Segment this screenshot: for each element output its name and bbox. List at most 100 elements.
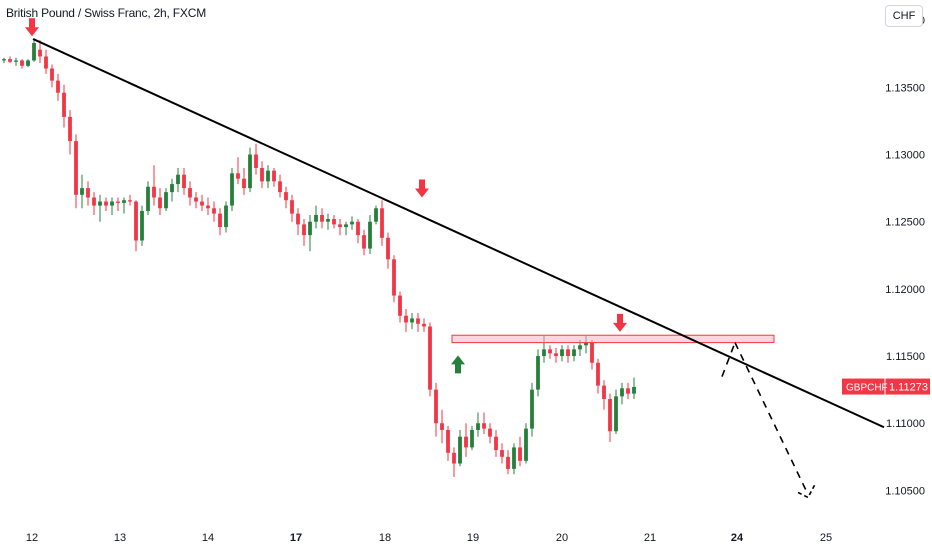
candle [548, 345, 552, 359]
candle [596, 358, 600, 394]
candle [224, 201, 228, 233]
candle-body [512, 447, 516, 469]
candle [140, 205, 144, 246]
y-tick-label: 1.10500 [885, 485, 925, 497]
candle-body [158, 197, 162, 209]
candle [404, 309, 408, 332]
candle [302, 219, 306, 246]
y-tick-label: 1.13500 [885, 82, 925, 94]
candle-body [404, 315, 408, 323]
candle [146, 181, 150, 215]
candle [86, 181, 90, 206]
candle [152, 165, 156, 206]
candle-body [386, 237, 390, 260]
candle [518, 436, 522, 467]
x-tick-label: 12 [26, 532, 38, 544]
candle [362, 229, 366, 256]
candle [74, 134, 78, 209]
candle-body [500, 450, 504, 457]
candle [332, 214, 336, 229]
candle [368, 214, 372, 254]
x-tick-label: 14 [202, 532, 214, 544]
candle-body [620, 388, 624, 397]
candle [506, 450, 510, 475]
candle-body [584, 342, 588, 346]
candle [98, 194, 102, 222]
candle [176, 167, 180, 193]
candle-body [602, 385, 606, 400]
candle-body [2, 59, 6, 61]
candle-body [182, 174, 186, 189]
candle [572, 345, 576, 362]
candle [380, 200, 384, 246]
candle-body [116, 201, 120, 203]
candle-body [272, 170, 276, 182]
candle [488, 423, 492, 444]
candle-body [446, 429, 450, 453]
down-arrow-icon [613, 313, 627, 332]
candle-body [206, 205, 210, 209]
candle-body [632, 386, 636, 394]
candle-body [554, 353, 558, 357]
candle [470, 425, 474, 451]
candle-body [518, 447, 522, 461]
candle-body [362, 235, 366, 249]
candle [350, 216, 354, 230]
candle [164, 188, 168, 211]
y-tick-label: 1.13000 [885, 150, 925, 162]
candle-body [134, 201, 138, 241]
candle [374, 205, 378, 225]
candle [254, 143, 258, 175]
candle [230, 167, 234, 211]
currency-button[interactable]: CHF [885, 5, 923, 27]
projection-line-down [734, 342, 809, 495]
candle [194, 192, 198, 209]
candle [314, 205, 318, 229]
candle [464, 423, 468, 457]
candle-body [470, 429, 474, 448]
candle [512, 443, 516, 475]
candle [326, 213, 330, 230]
x-tick-label: 17 [290, 532, 302, 544]
candle [398, 291, 402, 323]
candle [242, 167, 246, 195]
x-tick-label: 13 [114, 532, 126, 544]
candle [62, 84, 66, 128]
candle [428, 322, 432, 397]
candle-body [20, 60, 24, 66]
candle-body [44, 56, 48, 69]
time-axis: 12 13 14 17 18 19 20 21 24 25 [26, 532, 832, 544]
candle [56, 73, 60, 101]
candle-body [422, 323, 426, 327]
candle [530, 382, 534, 437]
candle-body [152, 186, 156, 198]
candle-body [194, 197, 198, 202]
candle-body [464, 436, 468, 448]
candle-body [536, 356, 540, 390]
projection-arrowhead [797, 484, 816, 499]
candle [500, 443, 504, 464]
candle [602, 380, 606, 410]
candle-body [380, 208, 384, 238]
candle-body [338, 224, 342, 228]
candle-body [452, 452, 456, 464]
candle-body [26, 60, 30, 66]
candle-body [368, 221, 372, 249]
candle [524, 423, 528, 464]
candle-body [548, 349, 552, 354]
candle-body [80, 188, 84, 195]
candle-body [296, 213, 300, 225]
candle-body [146, 186, 150, 211]
candle-body [494, 436, 498, 451]
candle [356, 219, 360, 244]
candle-body [290, 200, 294, 214]
candle-body [398, 295, 402, 316]
candle [182, 167, 186, 195]
x-tick-label: 19 [467, 532, 479, 544]
candle [80, 174, 84, 209]
candle-body [572, 349, 576, 357]
candle [206, 197, 210, 215]
candle-body [32, 42, 36, 61]
candle-body [14, 60, 18, 62]
